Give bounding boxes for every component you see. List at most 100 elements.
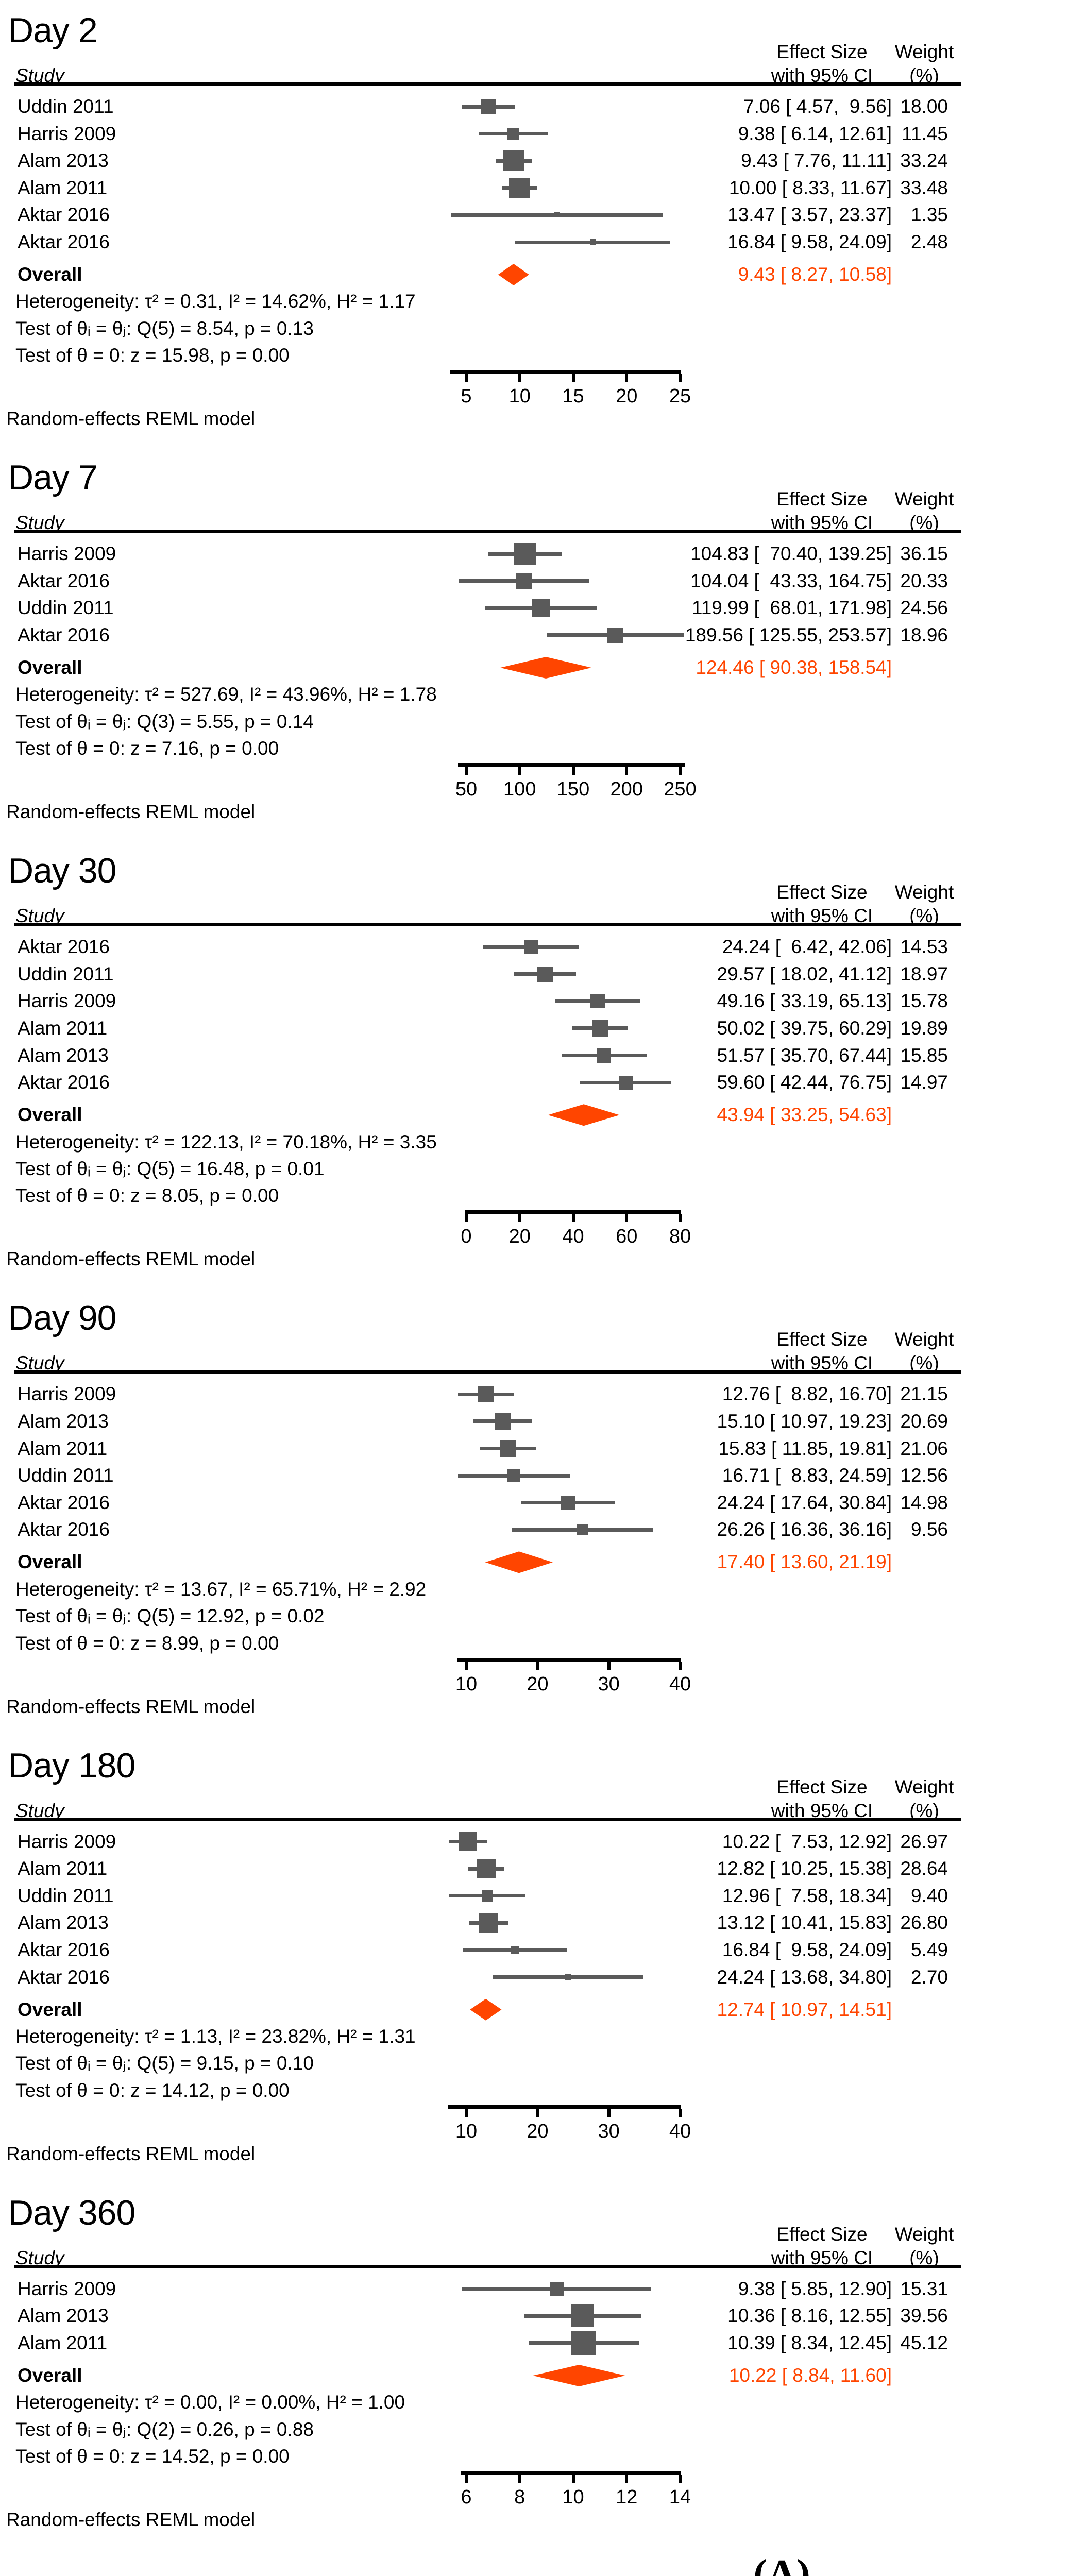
study-label: Aktar 2016 [18,1072,110,1093]
study-label: Alam 2011 [18,1858,108,1879]
effect-marker [514,543,536,565]
effect-marker [458,1832,478,1851]
test-theta-zero: Test of θ = 0: z = 15.98, p = 0.00 [15,345,290,366]
weight-value: 36.15 [900,543,948,565]
column-header-effect-size-line1: Effect Size [776,41,868,62]
column-header-effect-size-line1: Effect Size [776,1329,868,1350]
weight-value: 19.89 [900,1017,948,1039]
study-label: Aktar 2016 [18,204,110,226]
column-header-weight: Weight (%) [885,1328,963,1375]
x-axis-line [461,2471,681,2475]
effect-ci-value: 119.99 [ 68.01, 171.98] [691,597,892,619]
study-label: Aktar 2016 [18,570,110,591]
heterogeneity-stats: Heterogeneity: τ² = 13.67, I² = 65.71%, … [15,1578,427,1600]
effect-marker [507,127,519,140]
effect-marker [524,940,538,954]
x-axis-tick [465,374,468,382]
x-axis-tick [536,1661,539,1670]
x-axis-tick [465,2108,468,2117]
study-label: Aktar 2016 [18,1966,110,1988]
effect-ci-value: 104.04 [ 43.33, 164.75] [690,570,892,591]
forest-panel-day-7: Day 7 Effect Size with 95% CI Weight (%) Stud… [0,457,1068,851]
weight-value: 15.31 [900,2278,948,2299]
column-header-weight-line1: Weight [894,488,954,510]
forest-panel-day-2: Day 2 Effect Size with 95% CI Weight (%) Stud… [0,10,1068,457]
effect-ci-value: 16.84 [ 9.58, 24.09] [727,231,892,252]
effect-ci-value: 29.57 [ 18.02, 41.12] [717,963,892,985]
study-label: Harris 2009 [18,1831,116,1852]
panel-title: Day 7 [8,458,98,498]
effect-marker [482,1890,493,1902]
column-header-weight-line1: Weight [894,41,954,62]
column-header-effect-size: Effect Size with 95% CI [752,487,892,535]
x-axis-tick-label: 40 [562,1226,584,1248]
x-axis-tick [607,1661,611,1670]
x-axis-tick-label: 10 [562,2486,584,2509]
weight-value: 15.85 [900,1044,948,1066]
x-axis-tick-label: 30 [598,2120,620,2142]
study-label: Harris 2009 [18,1383,116,1405]
x-axis-tick [571,1214,575,1223]
effect-marker [590,239,596,245]
test-theta-zero: Test of θ = 0: z = 7.16, p = 0.00 [15,738,279,759]
effect-ci-value: 13.47 [ 3.57, 23.37] [727,204,892,226]
study-label: Aktar 2016 [18,231,110,252]
effect-ci-value: 7.06 [ 4.57, 9.56] [738,96,892,117]
study-label: Alam 2013 [18,1044,109,1066]
weight-value: 11.45 [902,123,948,144]
effect-marker [511,1945,519,1955]
effect-marker [561,1496,575,1510]
weight-value: 20.33 [900,570,948,591]
effect-ci-value: 9.38 [ 5.85, 12.90] [733,2278,892,2299]
x-axis-line [458,763,685,767]
column-header-effect-size: Effect Size with 95% CI [752,40,892,88]
x-axis-tick [571,2475,575,2483]
test-theta-zero: Test of θ = 0: z = 8.05, p = 0.00 [15,1185,279,1207]
x-axis-tick-label: 10 [455,1673,478,1695]
x-axis-tick-label: 14 [669,2486,691,2509]
x-axis-tick [518,374,521,382]
x-axis-tick-label: 250 [664,778,697,801]
x-axis-line [450,370,681,374]
model-note: Random-effects REML model [6,408,256,430]
column-header-weight: Weight (%) [885,880,963,928]
forest-panel-day-360: Day 360 Effect Size with 95% CI Weight (%) St… [0,2193,1068,2558]
panel-title: Day 360 [8,2193,135,2232]
weight-value: 33.48 [900,177,948,198]
study-label: Aktar 2016 [18,1492,110,1513]
overall-diamond [470,1998,502,2021]
effect-ci-value: 13.12 [ 10.41, 15.83] [717,1912,892,1934]
effect-marker [565,1974,571,1980]
effect-marker [516,573,532,589]
panel-title: Day 90 [8,1298,116,1338]
test-theta-ij: Test of θᵢ = θⱼ: Q(2) = 0.26, p = 0.88 [15,2418,314,2440]
effect-marker [479,1913,498,1933]
weight-value: 18.96 [900,624,948,646]
x-axis-tick-label: 200 [610,778,643,801]
x-axis-tick-label: 10 [455,2120,478,2142]
effect-ci-value: 24.24 [ 13.68, 34.80] [717,1966,892,1988]
overall-label: Overall [18,264,82,285]
study-label: Alam 2013 [18,2305,109,2327]
weight-value: 24.56 [900,597,948,619]
x-axis-tick-label: 40 [669,2120,691,2142]
effect-marker [607,627,623,643]
column-header-effect-size: Effect Size with 95% CI [752,1775,892,1823]
x-axis-tick [625,2475,629,2483]
x-axis-tick-label: 20 [616,385,638,408]
column-header-effect-size-line1: Effect Size [776,488,868,510]
weight-value: 21.06 [900,1437,948,1459]
effect-marker [537,966,553,982]
overall-label: Overall [18,1998,82,2020]
weight-value: 1.35 [910,204,948,226]
effect-ci-value: 9.38 [ 6.14, 12.61] [733,123,892,144]
study-label: Harris 2009 [18,123,116,144]
overall-label: Overall [18,656,82,678]
effect-ci-value: 10.00 [ 8.33, 11.67] [728,177,892,198]
x-axis-tick-label: 20 [527,1673,549,1695]
column-header-weight-line1: Weight [894,1776,954,1798]
effect-marker [477,1859,496,1878]
study-label: Uddin 2011 [18,597,114,619]
x-axis-tick-label: 15 [562,385,584,408]
